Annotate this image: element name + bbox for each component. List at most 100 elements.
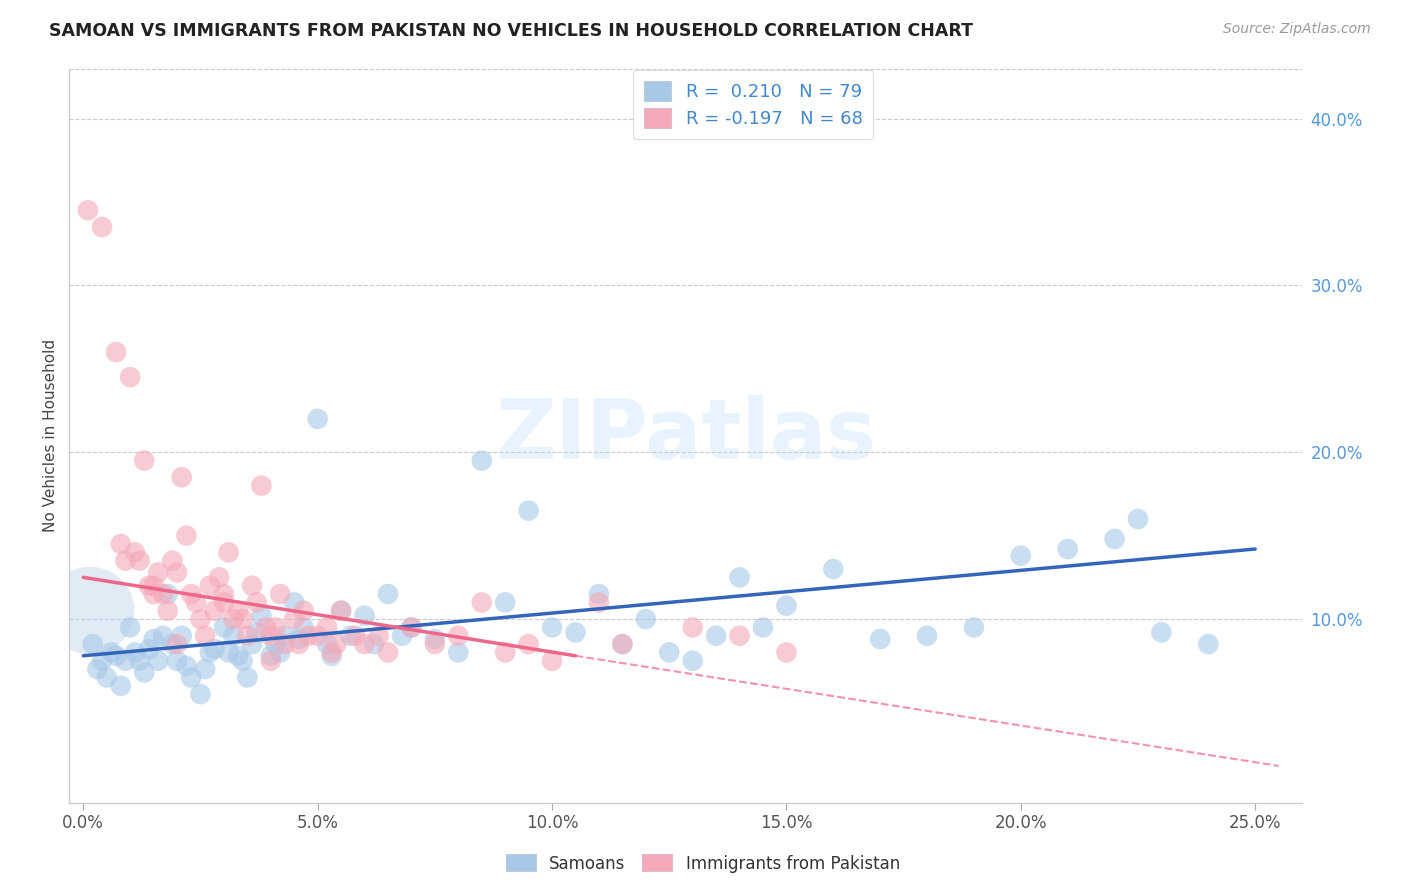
Point xyxy=(198,645,221,659)
Point xyxy=(775,645,797,659)
Point xyxy=(823,562,845,576)
Point xyxy=(208,570,231,584)
Point xyxy=(307,629,329,643)
Point xyxy=(82,637,104,651)
Point xyxy=(194,662,217,676)
Point xyxy=(152,629,174,643)
Point xyxy=(517,637,540,651)
Point xyxy=(236,629,259,643)
Point xyxy=(367,629,389,643)
Point xyxy=(330,604,353,618)
Point xyxy=(264,637,287,651)
Point xyxy=(212,595,235,609)
Point xyxy=(377,587,399,601)
Point xyxy=(728,629,751,643)
Point xyxy=(288,637,311,651)
Point xyxy=(283,612,305,626)
Point xyxy=(391,629,413,643)
Point xyxy=(283,595,305,609)
Point xyxy=(212,620,235,634)
Point xyxy=(212,587,235,601)
Point xyxy=(148,654,170,668)
Point xyxy=(138,579,160,593)
Legend: R =  0.210   N = 79, R = -0.197   N = 68: R = 0.210 N = 79, R = -0.197 N = 68 xyxy=(634,70,873,139)
Point xyxy=(447,645,470,659)
Point xyxy=(105,648,128,663)
Point xyxy=(120,620,142,634)
Point xyxy=(344,629,367,643)
Point xyxy=(447,629,470,643)
Point xyxy=(274,637,297,651)
Point xyxy=(728,570,751,584)
Point xyxy=(564,625,586,640)
Text: Source: ZipAtlas.com: Source: ZipAtlas.com xyxy=(1223,22,1371,37)
Point xyxy=(128,654,150,668)
Point xyxy=(194,629,217,643)
Point xyxy=(124,645,146,659)
Point xyxy=(222,612,245,626)
Point xyxy=(166,637,188,651)
Point xyxy=(114,554,136,568)
Point xyxy=(292,620,315,634)
Point xyxy=(226,648,249,663)
Point xyxy=(170,629,193,643)
Point xyxy=(190,612,212,626)
Point xyxy=(541,620,564,634)
Point xyxy=(79,604,101,618)
Point xyxy=(96,670,118,684)
Point xyxy=(204,604,226,618)
Point xyxy=(142,632,165,646)
Point xyxy=(77,203,100,218)
Point xyxy=(124,545,146,559)
Point xyxy=(377,645,399,659)
Point xyxy=(105,345,128,359)
Point xyxy=(240,637,263,651)
Point xyxy=(612,637,634,651)
Point xyxy=(134,453,156,467)
Point xyxy=(588,587,610,601)
Text: SAMOAN VS IMMIGRANTS FROM PAKISTAN NO VEHICLES IN HOUSEHOLD CORRELATION CHART: SAMOAN VS IMMIGRANTS FROM PAKISTAN NO VE… xyxy=(49,22,973,40)
Point xyxy=(254,620,277,634)
Point xyxy=(250,478,273,492)
Point xyxy=(401,620,423,634)
Point xyxy=(288,632,311,646)
Point xyxy=(321,645,343,659)
Text: ZIPatlas: ZIPatlas xyxy=(495,395,876,476)
Point xyxy=(110,679,132,693)
Point xyxy=(541,654,564,668)
Point xyxy=(269,645,291,659)
Point xyxy=(176,529,198,543)
Point xyxy=(142,579,165,593)
Point xyxy=(321,648,343,663)
Point xyxy=(423,632,446,646)
Point xyxy=(246,625,269,640)
Point xyxy=(915,629,938,643)
Point xyxy=(232,612,254,626)
Point xyxy=(232,654,254,668)
Point xyxy=(246,595,269,609)
Point xyxy=(1056,541,1078,556)
Point xyxy=(226,604,249,618)
Point xyxy=(156,587,179,601)
Point xyxy=(471,453,494,467)
Point xyxy=(1150,625,1173,640)
Point xyxy=(494,595,516,609)
Point xyxy=(269,587,291,601)
Point xyxy=(176,658,198,673)
Point xyxy=(292,604,315,618)
Point xyxy=(100,645,122,659)
Point xyxy=(325,637,347,651)
Point xyxy=(180,670,202,684)
Point xyxy=(274,629,297,643)
Point xyxy=(204,642,226,657)
Point xyxy=(190,687,212,701)
Point xyxy=(250,608,273,623)
Point xyxy=(307,412,329,426)
Point xyxy=(236,670,259,684)
Point xyxy=(517,503,540,517)
Point xyxy=(1010,549,1032,563)
Point xyxy=(471,595,494,609)
Point xyxy=(634,612,657,626)
Point xyxy=(218,645,240,659)
Legend: Samoans, Immigrants from Pakistan: Samoans, Immigrants from Pakistan xyxy=(499,847,907,880)
